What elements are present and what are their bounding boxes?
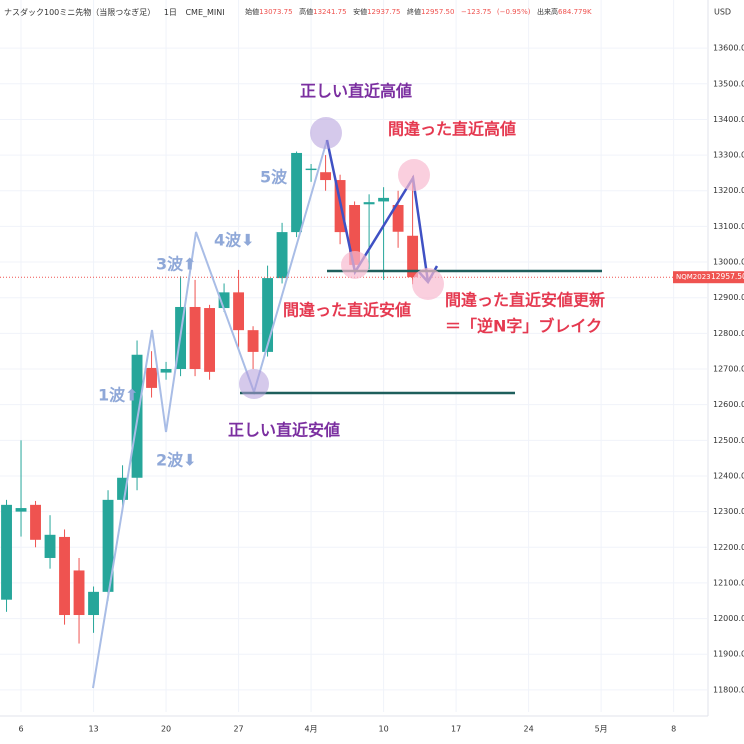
candle-body <box>247 330 259 352</box>
x-tick-label: 6 <box>18 725 23 734</box>
highlight <box>398 159 430 191</box>
annotation: 間違った直近安値 <box>283 301 411 320</box>
last-price-tag <box>673 271 744 284</box>
y-tick-label: 12700.00 <box>713 365 744 374</box>
highlight <box>412 268 444 300</box>
last-price-label: 12957.50 <box>711 272 744 281</box>
interval: 1日 <box>164 8 177 17</box>
candle-body <box>44 534 56 558</box>
x-tick-label: 8 <box>671 725 676 734</box>
y-tick-label: 13200.00 <box>713 186 744 195</box>
x-tick-label: 4月 <box>305 725 318 734</box>
annotation: 間違った直近高値 <box>388 120 516 139</box>
candle-body <box>204 308 216 372</box>
candle-body <box>291 152 303 233</box>
value: 12957.50 <box>421 8 454 16</box>
candle-body <box>305 168 317 171</box>
candle-body <box>73 570 85 616</box>
highlight <box>310 117 342 149</box>
y-tick-label: 12000.00 <box>713 614 744 623</box>
x-tick-label: 27 <box>233 725 243 734</box>
candle-body <box>117 477 128 500</box>
candle-body <box>30 504 41 540</box>
candle-body <box>276 232 288 279</box>
annotation: 間違った直近安値更新 <box>445 291 605 310</box>
x-tick-label: 13 <box>88 725 98 734</box>
y-tick-label: 12900.00 <box>713 293 744 302</box>
wave-line <box>92 139 328 689</box>
annotation: ＝「逆N字」ブレイク <box>445 317 602 336</box>
value: 13241.75 <box>313 8 346 16</box>
candle-body <box>218 292 230 309</box>
candle-body <box>392 205 404 232</box>
highlight <box>239 369 269 399</box>
value: −123.75 <box>461 8 491 16</box>
y-tick-label: 13300.00 <box>713 151 744 160</box>
y-tick-label: 13600.00 <box>713 44 744 53</box>
y-tick-label: 12600.00 <box>713 400 744 409</box>
y-tick-label: 13400.00 <box>713 115 744 124</box>
candle-body <box>363 202 375 205</box>
candle-body <box>349 205 361 265</box>
annotation: 正しい直近高値 <box>300 82 412 101</box>
value: 12937.75 <box>367 8 400 16</box>
y-tick-label: 12800.00 <box>713 329 744 338</box>
y-tick-label: 11800.00 <box>713 685 744 694</box>
x-tick-label: 17 <box>451 725 461 734</box>
currency: USD <box>714 8 731 17</box>
value: (−0.95%) <box>497 8 531 16</box>
candle-body <box>189 306 201 370</box>
candle-body <box>378 197 390 202</box>
n-line <box>325 139 430 283</box>
candle-body <box>262 278 274 352</box>
y-tick-label: 11900.00 <box>713 650 744 659</box>
candle-body <box>15 508 27 512</box>
y-tick-label: 13500.00 <box>713 79 744 88</box>
label: 出来高 <box>537 7 558 16</box>
candle-body <box>160 369 172 373</box>
candle-body <box>407 235 419 278</box>
annotation: 正しい直近安値 <box>228 421 340 440</box>
y-tick-label: 13100.00 <box>713 222 744 231</box>
candle-body <box>146 367 157 388</box>
label: 高値 <box>299 7 313 16</box>
y-tick-label: 12300.00 <box>713 507 744 516</box>
y-tick-label: 12400.00 <box>713 471 744 480</box>
wave-label: 2波⬇ <box>156 451 197 470</box>
wave-label: 4波⬇ <box>214 231 255 250</box>
candle-body <box>59 536 70 616</box>
candle-body <box>1 504 12 600</box>
label: 安値 <box>353 7 367 16</box>
candle-body <box>233 292 245 331</box>
value: 684.779K <box>558 8 592 16</box>
symbol-tag: NQM2023 <box>676 273 711 281</box>
candle-body <box>102 499 114 592</box>
x-tick-label: 10 <box>378 725 388 734</box>
x-tick-label: 20 <box>161 725 171 734</box>
wave-label: 3波⬆ <box>156 255 197 274</box>
symbol: ナスダック100ミニ先物（当限つなぎ足） <box>4 7 155 17</box>
exchange: CME_MINI <box>185 8 224 17</box>
label: 終値 <box>407 7 421 16</box>
y-tick-label: 12500.00 <box>713 436 744 445</box>
y-tick-label: 12100.00 <box>713 578 744 587</box>
x-tick-label: 24 <box>524 725 534 734</box>
highlight <box>341 251 369 279</box>
x-tick-label: 5月 <box>595 725 608 734</box>
candle-body <box>88 591 99 616</box>
wave-label: 5波 <box>260 168 288 187</box>
value: 13073.75 <box>259 8 292 16</box>
header: ナスダック100ミニ先物（当限つなぎ足） 1日 CME_MINI 始値13073… <box>4 7 592 17</box>
label: 始値 <box>245 7 259 16</box>
y-tick-label: 12200.00 <box>713 543 744 552</box>
y-tick-label: 13000.00 <box>713 258 744 267</box>
candle-body <box>320 172 332 181</box>
wave-label: 1波⬆ <box>98 386 139 405</box>
